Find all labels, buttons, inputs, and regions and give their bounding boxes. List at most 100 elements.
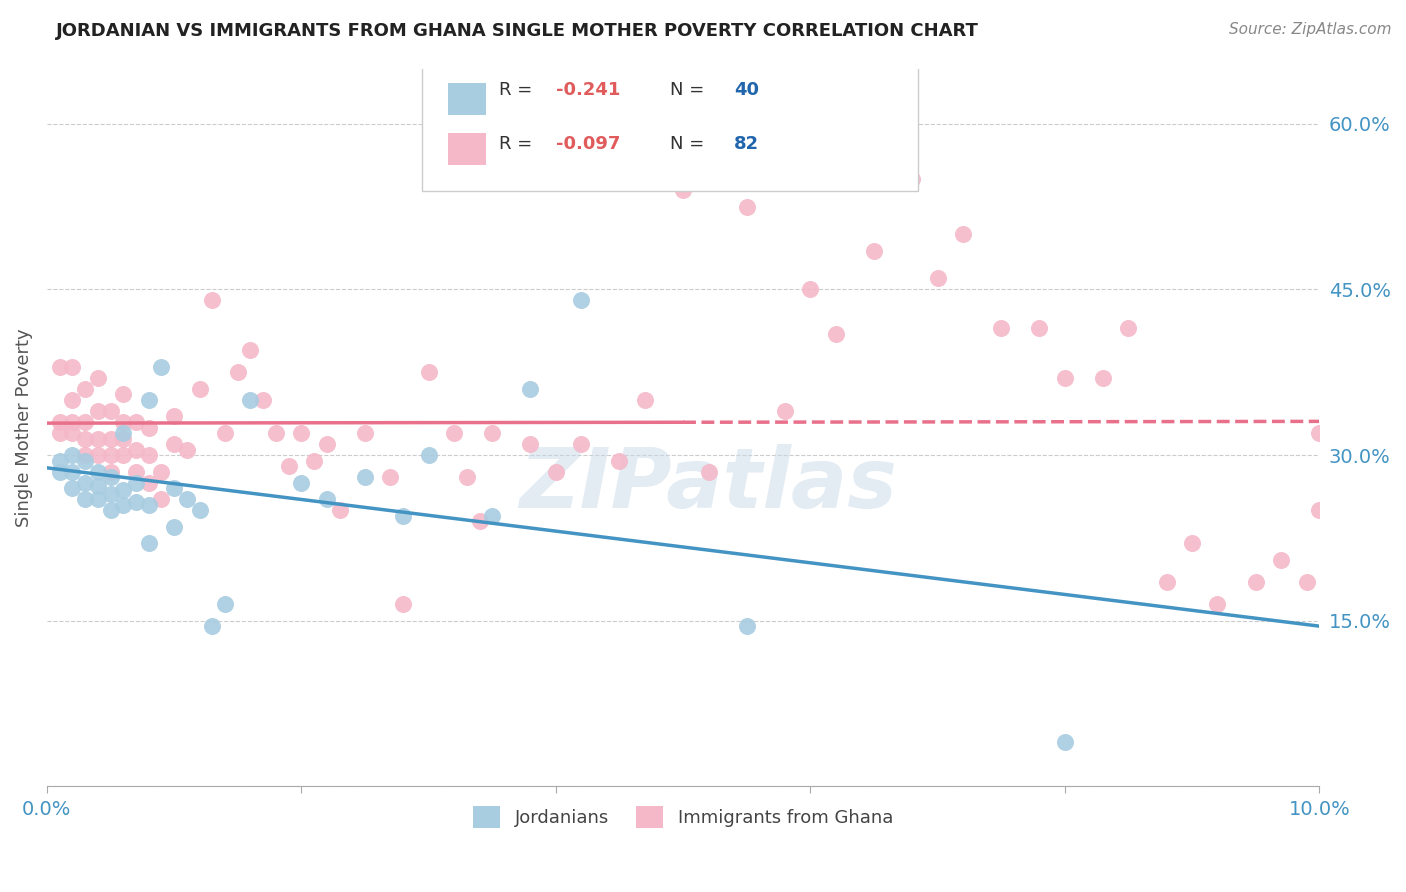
Point	[73, 475, 96, 490]
Point	[138, 475, 160, 490]
Point	[354, 425, 377, 440]
Text: 40: 40	[734, 81, 759, 99]
Text: -0.241: -0.241	[555, 81, 620, 99]
Point	[150, 492, 173, 507]
Point	[73, 432, 96, 446]
Point	[73, 492, 96, 507]
Point	[100, 470, 122, 484]
Point	[1244, 575, 1267, 590]
Text: ZIPatlas: ZIPatlas	[520, 444, 897, 525]
Point	[48, 453, 70, 467]
Point	[519, 382, 541, 396]
Point	[60, 415, 83, 429]
Point	[112, 432, 135, 446]
Point	[1028, 321, 1050, 335]
Point	[315, 492, 337, 507]
Point	[100, 503, 122, 517]
Point	[264, 425, 287, 440]
Point	[481, 425, 503, 440]
Point	[48, 359, 70, 374]
Point	[176, 492, 198, 507]
Point	[87, 371, 110, 385]
Point	[112, 498, 135, 512]
Point	[176, 442, 198, 457]
FancyBboxPatch shape	[422, 65, 918, 191]
Point	[188, 503, 211, 517]
Point	[481, 508, 503, 523]
Point	[112, 387, 135, 401]
Bar	[447, 133, 486, 165]
Point	[125, 494, 148, 508]
Point	[138, 448, 160, 462]
Point	[609, 453, 631, 467]
Point	[87, 465, 110, 479]
Point	[1295, 575, 1317, 590]
Point	[100, 432, 122, 446]
Point	[112, 448, 135, 462]
Point	[544, 465, 567, 479]
Point	[990, 321, 1012, 335]
Text: -0.097: -0.097	[555, 135, 620, 153]
Point	[87, 448, 110, 462]
Point	[569, 437, 592, 451]
Point	[163, 409, 186, 424]
Point	[735, 619, 758, 633]
Point	[1181, 536, 1204, 550]
Point	[569, 293, 592, 308]
Point	[1308, 425, 1330, 440]
Point	[697, 465, 720, 479]
Point	[163, 520, 186, 534]
Point	[125, 475, 148, 490]
Point	[1308, 503, 1330, 517]
Text: R =: R =	[499, 81, 537, 99]
Point	[1118, 321, 1140, 335]
Point	[150, 465, 173, 479]
Point	[927, 271, 949, 285]
Point	[315, 437, 337, 451]
Point	[1091, 371, 1114, 385]
Point	[60, 425, 83, 440]
Point	[112, 425, 135, 440]
Point	[773, 404, 796, 418]
Point	[87, 432, 110, 446]
Point	[468, 515, 491, 529]
Point	[201, 619, 224, 633]
Point	[226, 365, 249, 379]
Point	[138, 392, 160, 407]
Point	[125, 465, 148, 479]
Point	[60, 359, 83, 374]
Point	[354, 470, 377, 484]
Point	[100, 404, 122, 418]
Point	[112, 483, 135, 498]
Point	[380, 470, 402, 484]
Point	[48, 425, 70, 440]
Point	[418, 448, 440, 462]
Point	[901, 172, 924, 186]
Point	[73, 415, 96, 429]
Point	[60, 392, 83, 407]
Point	[138, 536, 160, 550]
Point	[735, 200, 758, 214]
Point	[1053, 735, 1076, 749]
Point	[125, 442, 148, 457]
Legend: Jordanians, Immigrants from Ghana: Jordanians, Immigrants from Ghana	[465, 798, 900, 835]
Point	[672, 183, 695, 197]
Point	[1053, 371, 1076, 385]
Point	[328, 503, 350, 517]
Text: JORDANIAN VS IMMIGRANTS FROM GHANA SINGLE MOTHER POVERTY CORRELATION CHART: JORDANIAN VS IMMIGRANTS FROM GHANA SINGL…	[56, 22, 979, 40]
Point	[392, 597, 415, 611]
Point	[87, 479, 110, 493]
Point	[252, 392, 274, 407]
Point	[188, 382, 211, 396]
Point	[163, 437, 186, 451]
Point	[48, 465, 70, 479]
Point	[201, 293, 224, 308]
Point	[73, 453, 96, 467]
Point	[100, 487, 122, 501]
Point	[239, 392, 262, 407]
Point	[60, 465, 83, 479]
Point	[277, 459, 299, 474]
Point	[418, 365, 440, 379]
Text: N =: N =	[671, 81, 710, 99]
Point	[239, 343, 262, 358]
